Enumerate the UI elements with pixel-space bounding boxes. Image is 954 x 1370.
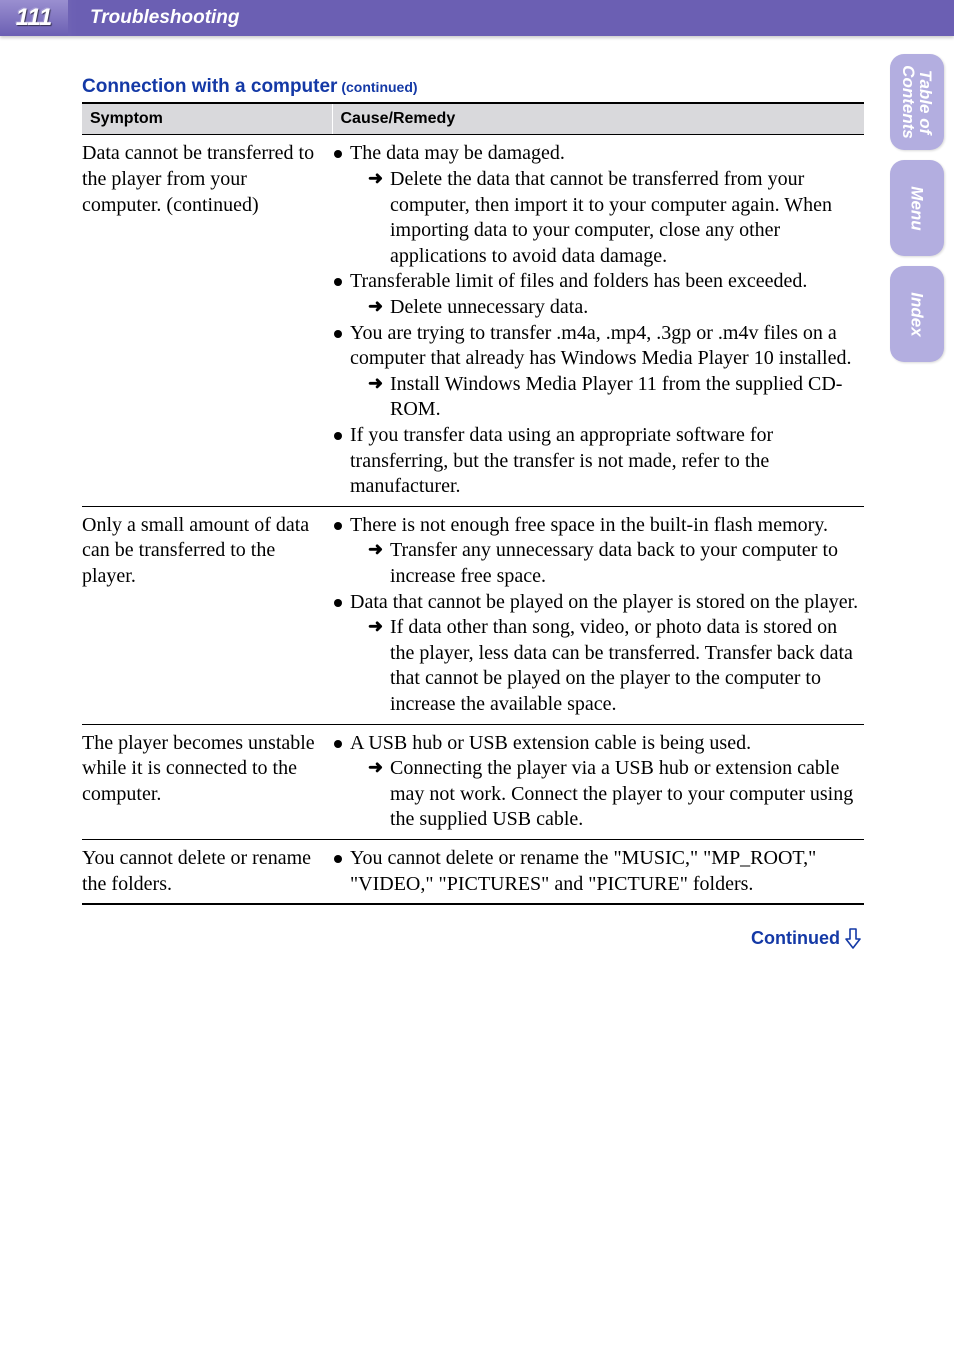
continued-row: Continued [82,927,864,949]
remedy-list: The data may be damaged. Delete the data … [332,141,860,499]
subheading-continued: (continued) [337,79,417,95]
symptom-cell: Data cannot be transferred to the player… [82,135,332,506]
subheading-text: Connection with a computer [82,76,337,97]
remedy-bullet-text: A USB hub or USB extension cable is bein… [350,732,751,754]
remedy-bullet-text: Transferable limit of files and folders … [350,270,807,292]
table-row: The player becomes unstable while it is … [82,724,864,839]
sidetab-toc[interactable]: Table ofContents [890,54,944,150]
remedy-cell: There is not enough free space in the bu… [332,506,864,724]
sidetab-label: Table ofContents [900,65,934,139]
section-title: Troubleshooting [68,7,240,29]
remedy-cell: The data may be damaged. Delete the data … [332,135,864,506]
remedy-bullet: Transferable limit of files and folders … [332,269,860,320]
col-symptom: Symptom [82,103,332,135]
subheading: Connection with a computer (continued) [82,76,864,98]
sidetab-menu[interactable]: Menu [890,160,944,256]
symptom-cell: Only a small amount of data can be trans… [82,506,332,724]
remedy-bullet: If you transfer data using an appropriat… [332,423,860,500]
remedy-bullet-text: Data that cannot be played on the player… [350,591,858,613]
remedy-arrow: Install Windows Media Player 11 from the… [350,372,860,423]
remedy-bullet: There is not enough free space in the bu… [332,513,860,590]
table-row: Only a small amount of data can be trans… [82,506,864,724]
sidetab-label: Index [909,292,926,336]
continued-text: Continued [751,928,840,949]
remedy-arrow: Connecting the player via a USB hub or e… [350,756,860,833]
remedy-bullet: A USB hub or USB extension cable is bein… [332,731,860,833]
remedy-bullet-text: You cannot delete or rename the "MUSIC,"… [350,847,816,895]
remedy-bullet-text: There is not enough free space in the bu… [350,514,828,536]
remedy-bullet: You cannot delete or rename the "MUSIC,"… [332,846,860,897]
remedy-arrow: Delete the data that cannot be transferr… [350,167,860,269]
remedy-list: There is not enough free space in the bu… [332,513,860,718]
remedy-bullet-text: The data may be damaged. [350,142,565,164]
trouble-table: Symptom Cause/Remedy Data cannot be tran… [82,102,864,905]
continued-label: Continued [751,927,862,949]
sidetab-label: Menu [908,186,925,230]
remedy-arrow: Transfer any unnecessary data back to yo… [350,538,860,589]
sidetab-index[interactable]: Index [890,266,944,362]
symptom-cell: The player becomes unstable while it is … [82,724,332,839]
page-number: 111 [0,0,68,36]
top-bar: 111 Troubleshooting [0,0,954,36]
continued-arrow-icon [844,927,862,949]
remedy-bullet: Data that cannot be played on the player… [332,590,860,718]
side-tabs: Table ofContents Menu Index [890,54,944,362]
remedy-cell: You cannot delete or rename the "MUSIC,"… [332,839,864,904]
content: Connection with a computer (continued) S… [0,36,954,949]
remedy-bullet-text: You are trying to transfer .m4a, .mp4, .… [350,322,851,370]
symptom-cell: You cannot delete or rename the folders. [82,839,332,904]
col-remedy: Cause/Remedy [332,103,864,135]
remedy-bullet: The data may be damaged. Delete the data … [332,141,860,269]
remedy-cell: A USB hub or USB extension cable is bein… [332,724,864,839]
table-row: You cannot delete or rename the folders.… [82,839,864,904]
remedy-arrow: If data other than song, video, or photo… [350,615,860,717]
remedy-list: You cannot delete or rename the "MUSIC,"… [332,846,860,897]
remedy-list: A USB hub or USB extension cable is bein… [332,731,860,833]
remedy-bullet-text: If you transfer data using an appropriat… [350,424,773,497]
table-row: Data cannot be transferred to the player… [82,135,864,506]
remedy-bullet: You are trying to transfer .m4a, .mp4, .… [332,321,860,423]
remedy-arrow: Delete unnecessary data. [350,295,860,321]
